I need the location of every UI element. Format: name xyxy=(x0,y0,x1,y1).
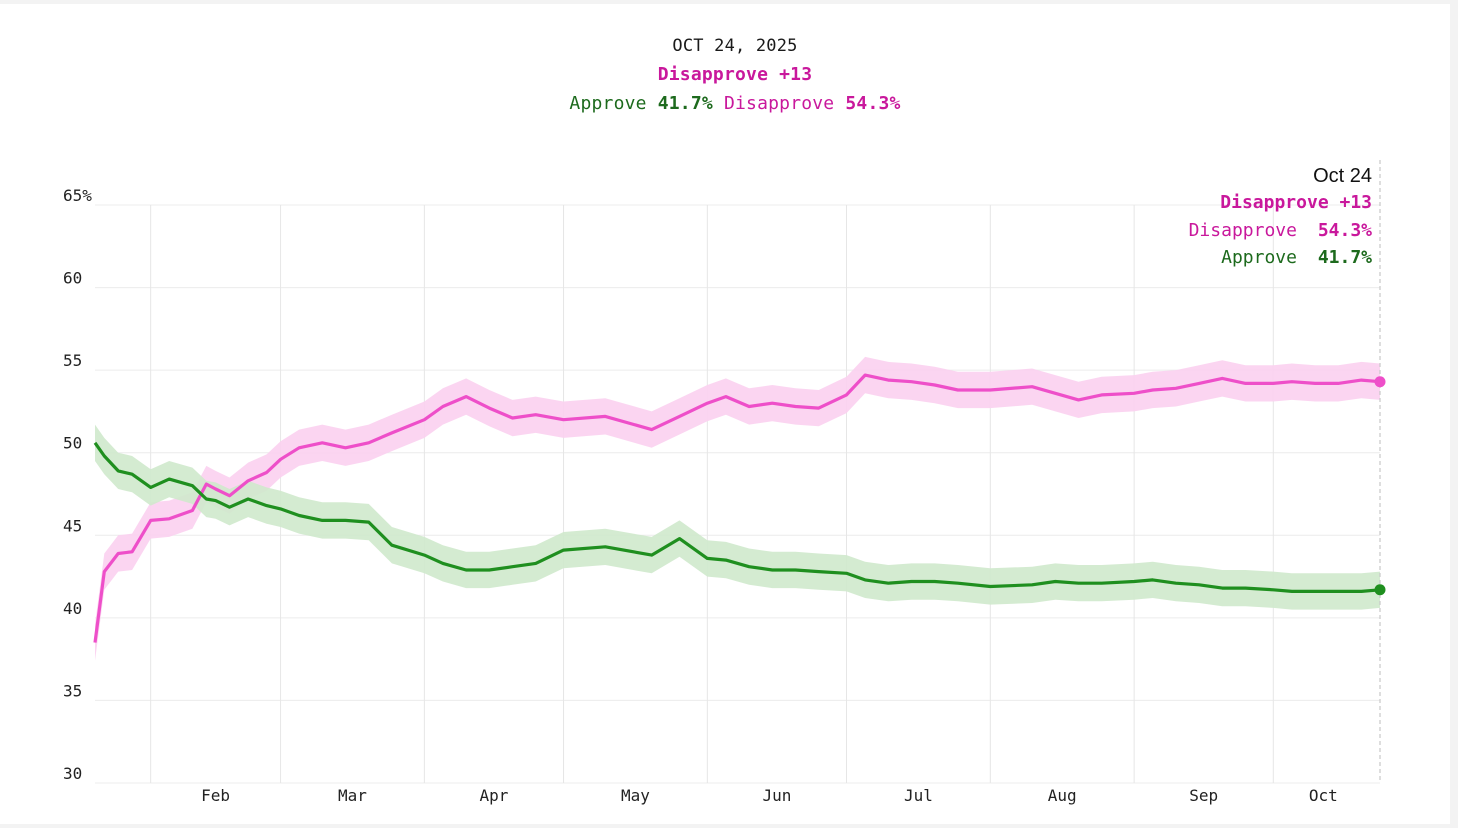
x-tick-label: Aug xyxy=(1048,786,1077,805)
approve-band xyxy=(95,424,1380,610)
y-tick-label: 55 xyxy=(63,351,82,370)
x-tick-label: Mar xyxy=(338,786,367,805)
disapprove-end-dot xyxy=(1374,376,1386,388)
hover-tooltip: Oct 24 Disapprove +13 Disapprove 54.3% A… xyxy=(1189,165,1373,268)
approve-end-dot xyxy=(1374,584,1386,596)
confidence-bands xyxy=(95,356,1380,661)
x-axis: Feb Mar Apr May Jun Jul Aug Sep Oct xyxy=(201,786,1338,805)
y-tick-label: 35 xyxy=(63,681,82,700)
tooltip-approve-label: Approve xyxy=(1221,247,1297,268)
series-lines xyxy=(93,373,1381,643)
y-tick-label: 40 xyxy=(63,599,82,618)
disapprove-band xyxy=(95,356,1380,661)
x-tick-label: Jul xyxy=(904,786,933,805)
y-axis: 65% 60 55 50 45 40 35 30 xyxy=(63,186,92,783)
tooltip-approve-value: 41.7% xyxy=(1318,247,1372,268)
y-tick-label: 30 xyxy=(63,764,82,783)
y-tick-label: 65% xyxy=(63,186,92,205)
tooltip-disapprove-label: Disapprove xyxy=(1189,220,1297,241)
y-tick-label: 45 xyxy=(63,516,82,535)
x-tick-label: May xyxy=(621,786,650,805)
header-date: OCT 24, 2025 xyxy=(672,36,798,56)
x-tick-label: Apr xyxy=(479,786,508,805)
hover-indicator xyxy=(1374,160,1386,783)
header-values: Approve 41.7% Disapprove 54.3% xyxy=(0,93,1458,114)
tooltip-disapprove: Disapprove 54.3% xyxy=(1189,220,1373,241)
header-disapprove-label: Disapprove xyxy=(723,93,835,114)
x-tick-label: Feb xyxy=(201,786,230,805)
header-approve-label: Approve xyxy=(569,93,647,114)
x-tick-label: Jun xyxy=(762,786,791,805)
x-tick-label: Sep xyxy=(1189,786,1218,805)
y-tick-label: 50 xyxy=(63,434,82,453)
tooltip-approve: Approve 41.7% xyxy=(1221,247,1372,268)
x-tick-label: Oct xyxy=(1309,786,1338,805)
approve-line xyxy=(93,441,1381,594)
gridlines xyxy=(95,204,1380,784)
header-approve-value: 41.7% xyxy=(657,93,713,114)
header-disapprove-value: 54.3% xyxy=(845,93,901,114)
disapprove-line xyxy=(93,373,1381,643)
tooltip-net-margin: Disapprove +13 xyxy=(1220,192,1372,213)
tooltip-date: Oct 24 xyxy=(1313,165,1372,187)
header-net-margin: Disapprove +13 xyxy=(657,64,813,85)
tooltip-disapprove-value: 54.3% xyxy=(1318,220,1372,241)
y-tick-label: 60 xyxy=(63,269,82,288)
